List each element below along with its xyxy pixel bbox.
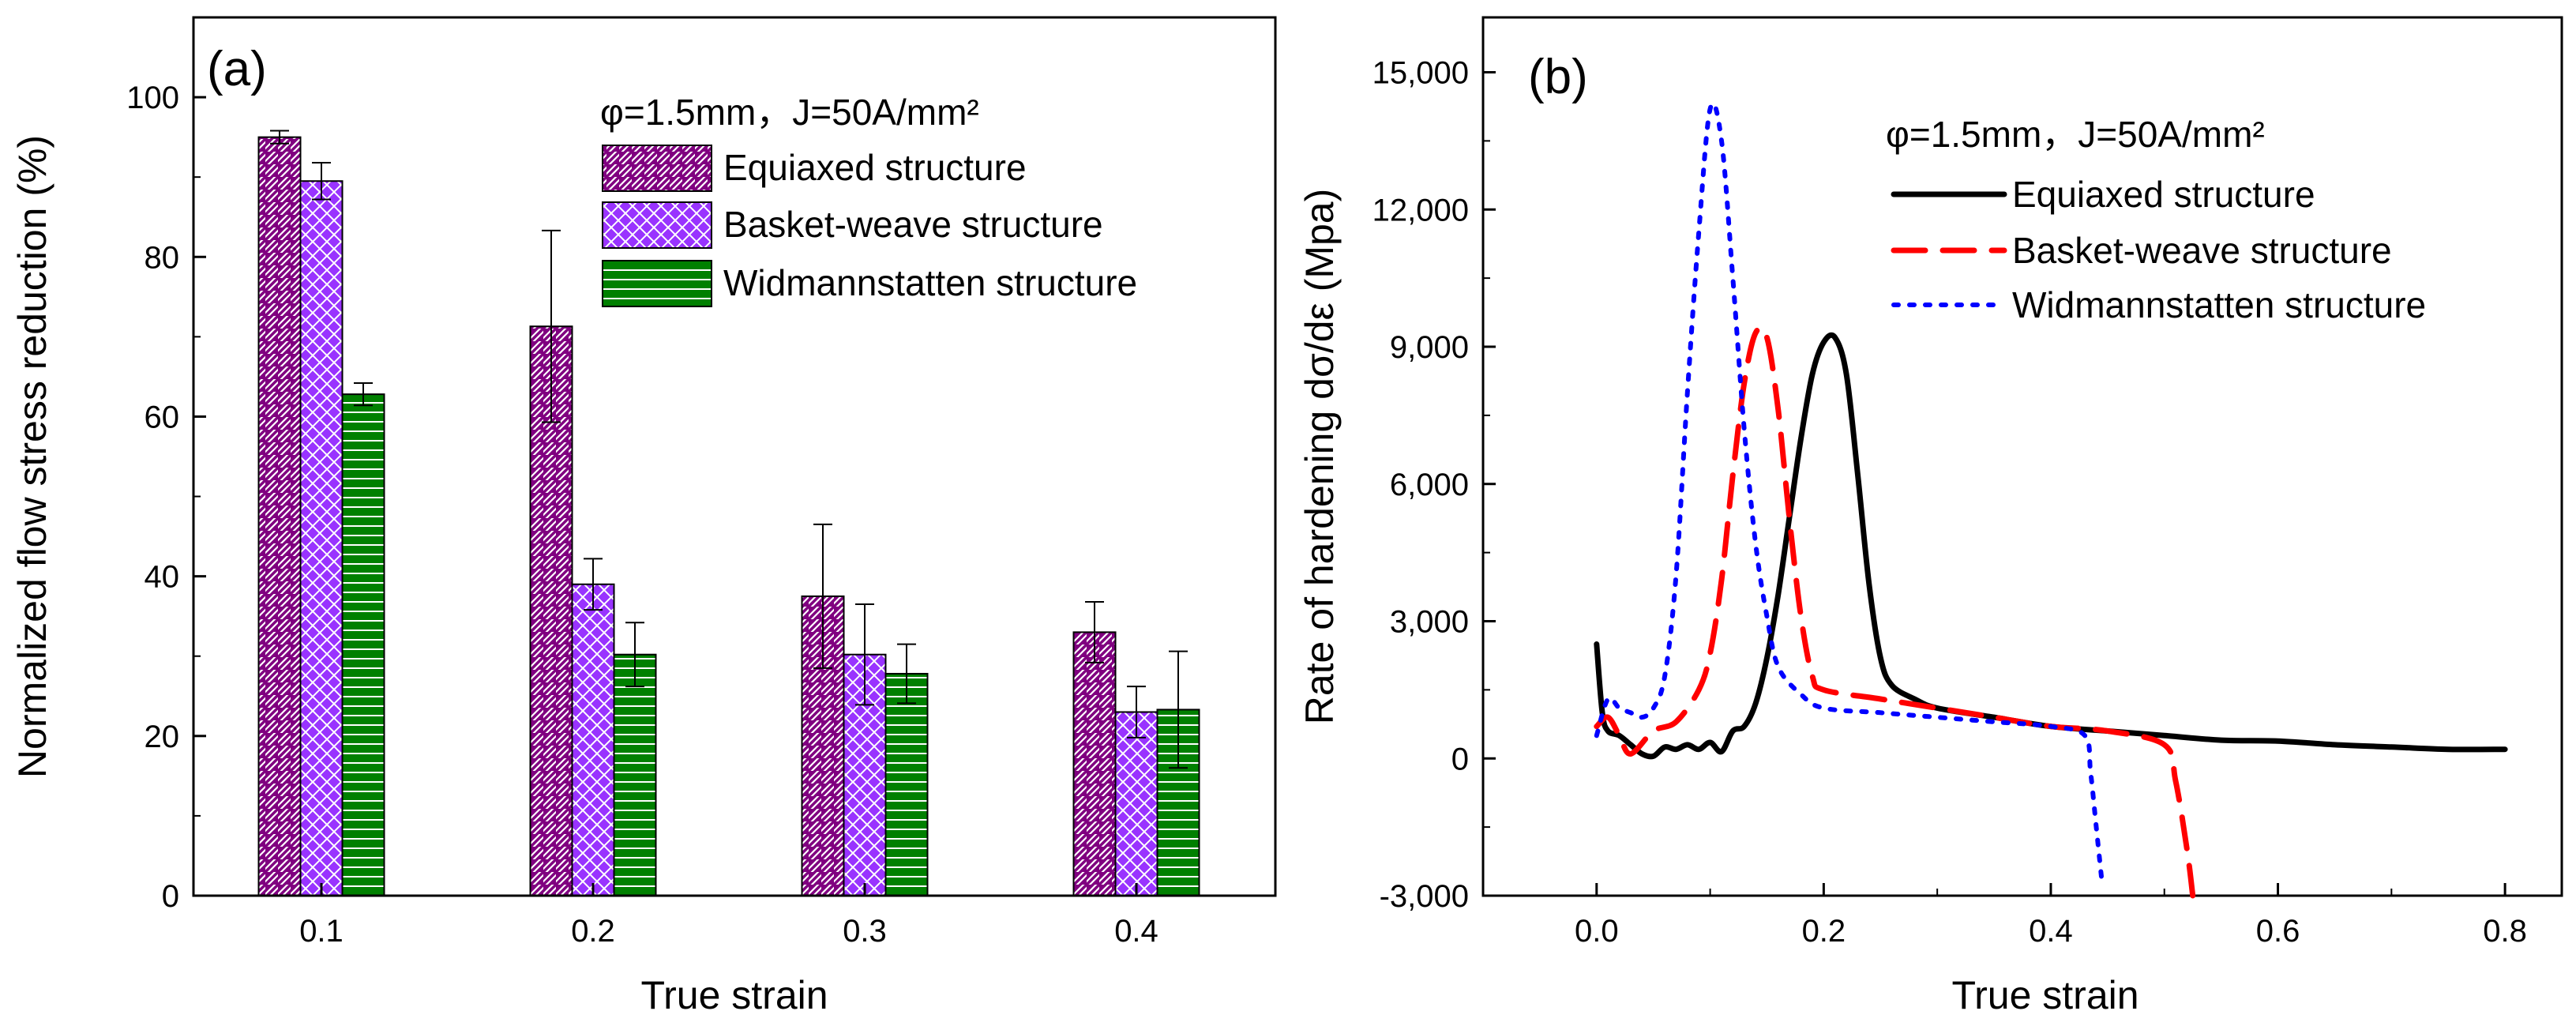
y-tick-label: 3,000 [1390,605,1469,640]
legend-label: Equiaxed structure [2012,174,2315,215]
bar [884,672,929,896]
panel-a-x-ticks: 0.1 0.2 0.3 0.4 [299,883,1158,949]
y-tick-label: -3,000 [1380,879,1469,914]
y-tick-label: 12,000 [1372,193,1469,227]
bar [1072,631,1117,897]
x-tick-label: 0.0 [1575,914,1619,949]
bar [299,180,344,896]
bar [1114,711,1158,896]
bar [571,583,615,897]
x-tick-label: 0.3 [843,914,887,949]
panel-b-x-title: True strain [1951,973,2139,1017]
y-tick-label: 6,000 [1390,468,1469,502]
panel-a-legend: Equiaxed structure Basket-weave structure… [602,145,1137,307]
panel-a: 0 20 40 60 80 100 0.1 0.2 0.3 0.4 (a) True strai… [10,16,1277,1017]
bar [257,136,302,897]
x-tick-label: 0.8 [2483,914,2527,949]
y-tick-label: 0 [162,879,179,914]
y-tick-label: 100 [126,81,179,115]
panel-b-legend: Equiaxed structure Basket-weave structure… [1891,174,2426,325]
x-tick-label: 0.2 [1802,914,1846,949]
legend-swatch [602,201,712,249]
legend-label: Basket-weave structure [723,204,1103,245]
x-tick-label: 0.4 [1114,914,1158,949]
y-tick-label: 60 [145,400,180,434]
y-tick-label: 15,000 [1372,56,1469,91]
x-tick-label: 0.6 [2256,914,2300,949]
panel-b-legend-header: φ=1.5mm，J=50A/mm² [1886,114,2265,155]
x-tick-label: 0.2 [571,914,615,949]
series-line [1594,325,2196,899]
legend-label: Equiaxed structure [723,147,1027,188]
series-line [1594,101,2105,885]
legend-label: Basket-weave structure [2012,230,2392,271]
panel-a-x-title: True strain [640,973,828,1017]
panel-b-plot [1594,101,2508,899]
panel-a-y-ticks: 0 20 40 60 80 100 [126,81,206,914]
panel-b-y-ticks: -3,000 0 3,000 6,000 9,000 12,000 15,000 [1372,56,1496,914]
panel-a-y-title: Normalized flow stress reduction (%) [10,135,54,778]
panel-a-label: (a) [207,42,267,96]
panel-a-frame [192,16,1277,897]
y-tick-label: 40 [145,560,180,595]
legend-swatch [602,260,712,307]
series-line [1594,332,2508,760]
panel-a-plot [257,130,1200,897]
legend-label: Widmannstatten structure [723,262,1137,303]
panel-a-legend-header-text: φ=1.5mm，J=50A/mm² [600,92,979,133]
panel-b-x-ticks: 0.0 0.2 0.4 0.6 0.8 [1482,883,2527,949]
y-tick-label: 9,000 [1390,330,1469,365]
legend-swatch [602,145,712,192]
x-tick-label: 0.4 [2029,914,2073,949]
y-tick-label: 80 [145,240,180,275]
panel-b-label: (b) [1528,50,1588,104]
panel-b-y-title: Rate of hardening dσ/dε (Mpa) [1297,189,1342,725]
y-tick-label: 20 [145,720,180,754]
x-tick-label: 0.1 [299,914,344,949]
legend-label: Widmannstatten structure [2012,284,2426,325]
bar [341,393,385,896]
panel-a-legend-header: φ=1.5mm，J=50A/mm² [600,92,979,133]
y-tick-label: 0 [1451,742,1469,776]
bar [613,653,657,896]
panel-b-frame [1481,16,2563,897]
